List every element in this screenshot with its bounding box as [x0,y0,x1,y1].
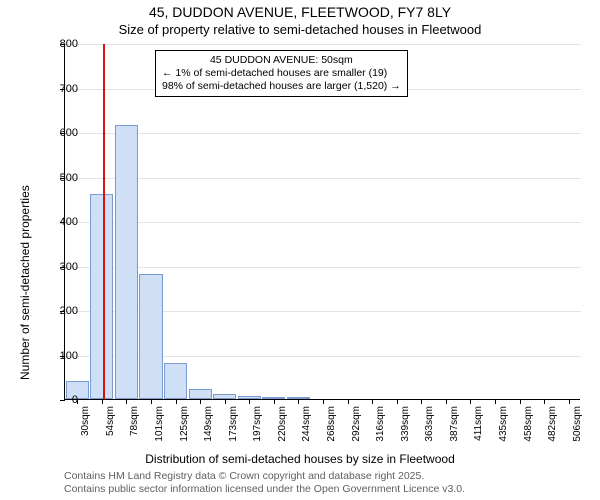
x-tick-mark [348,399,349,404]
x-tick-label: 435sqm [498,406,509,456]
y-tick-label: 100 [42,350,78,362]
reference-line [103,44,105,399]
y-tick-label: 400 [42,216,78,228]
x-tick-mark [520,399,521,404]
footer-line: Contains HM Land Registry data © Crown c… [64,470,465,483]
footer-line: Contains public sector information licen… [64,483,465,496]
x-tick-label: 173sqm [228,406,239,456]
x-tick-mark [323,399,324,404]
x-tick-label: 482sqm [547,406,558,456]
y-axis-label: Number of semi-detached properties [18,185,32,380]
x-tick-label: 411sqm [473,406,484,456]
histogram-bar [287,397,310,399]
x-tick-mark [397,399,398,404]
x-tick-mark [176,399,177,404]
y-tick-label: 0 [42,394,78,406]
histogram-bar [262,397,285,399]
chart-container: 45, DUDDON AVENUE, FLEETWOOD, FY7 8LY Si… [0,0,600,500]
histogram-bar [189,389,212,399]
annotation-line: 98% of semi-detached houses are larger (… [162,80,401,93]
x-tick-mark [249,399,250,404]
y-tick-label: 200 [42,305,78,317]
plot-area: 45 DUDDON AVENUE: 50sqm← 1% of semi-deta… [64,44,580,400]
x-tick-label: 101sqm [154,406,165,456]
x-tick-label: 339sqm [400,406,411,456]
x-tick-label: 125sqm [179,406,190,456]
histogram-bar [90,194,113,399]
x-tick-mark [151,399,152,404]
page-title: 45, DUDDON AVENUE, FLEETWOOD, FY7 8LY [0,4,600,20]
x-tick-mark [102,399,103,404]
histogram-bar [238,396,261,399]
x-tick-label: 268sqm [326,406,337,456]
gridline [65,178,581,179]
x-tick-label: 54sqm [105,406,116,456]
x-tick-label: 316sqm [375,406,386,456]
x-tick-label: 197sqm [252,406,263,456]
gridline [65,267,581,268]
y-tick-label: 600 [42,127,78,139]
x-tick-mark [446,399,447,404]
annotation-line: 45 DUDDON AVENUE: 50sqm [162,54,401,67]
x-tick-mark [126,399,127,404]
x-tick-label: 244sqm [301,406,312,456]
x-tick-mark [225,399,226,404]
x-tick-label: 292sqm [351,406,362,456]
x-tick-mark [495,399,496,404]
annotation-box: 45 DUDDON AVENUE: 50sqm← 1% of semi-deta… [155,50,408,97]
gridline [65,133,581,134]
annotation-line: ← 1% of semi-detached houses are smaller… [162,67,401,80]
x-tick-mark [298,399,299,404]
x-tick-mark [200,399,201,404]
x-tick-mark [470,399,471,404]
y-tick-label: 700 [42,83,78,95]
histogram-bar [164,363,187,399]
x-tick-label: 458sqm [523,406,534,456]
histogram-bar [213,394,236,399]
x-tick-label: 78sqm [129,406,140,456]
y-tick-label: 300 [42,261,78,273]
x-tick-label: 30sqm [80,406,91,456]
x-tick-label: 149sqm [203,406,214,456]
x-tick-label: 387sqm [449,406,460,456]
y-tick-label: 500 [42,172,78,184]
x-tick-mark [421,399,422,404]
x-tick-mark [569,399,570,404]
x-tick-mark [544,399,545,404]
x-tick-mark [274,399,275,404]
footer-attribution: Contains HM Land Registry data © Crown c… [64,470,465,496]
page-subtitle: Size of property relative to semi-detach… [0,22,600,37]
x-tick-label: 220sqm [277,406,288,456]
x-tick-label: 363sqm [424,406,435,456]
x-tick-label: 506sqm [572,406,583,456]
gridline [65,44,581,45]
gridline [65,222,581,223]
histogram-bar [139,274,162,399]
y-tick-label: 800 [42,38,78,50]
x-tick-mark [372,399,373,404]
histogram-bar [115,125,138,399]
